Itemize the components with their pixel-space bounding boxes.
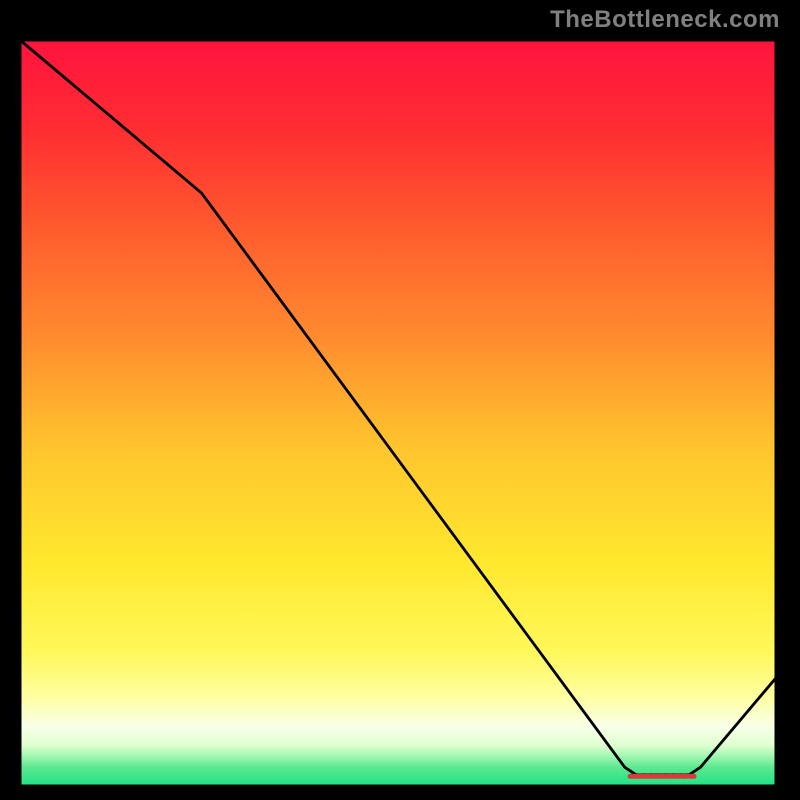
bottleneck-chart: [0, 0, 800, 800]
attribution-text: TheBottleneck.com: [550, 6, 780, 34]
plot-background: [20, 40, 776, 786]
chart-container: TheBottleneck.com: [0, 0, 800, 800]
